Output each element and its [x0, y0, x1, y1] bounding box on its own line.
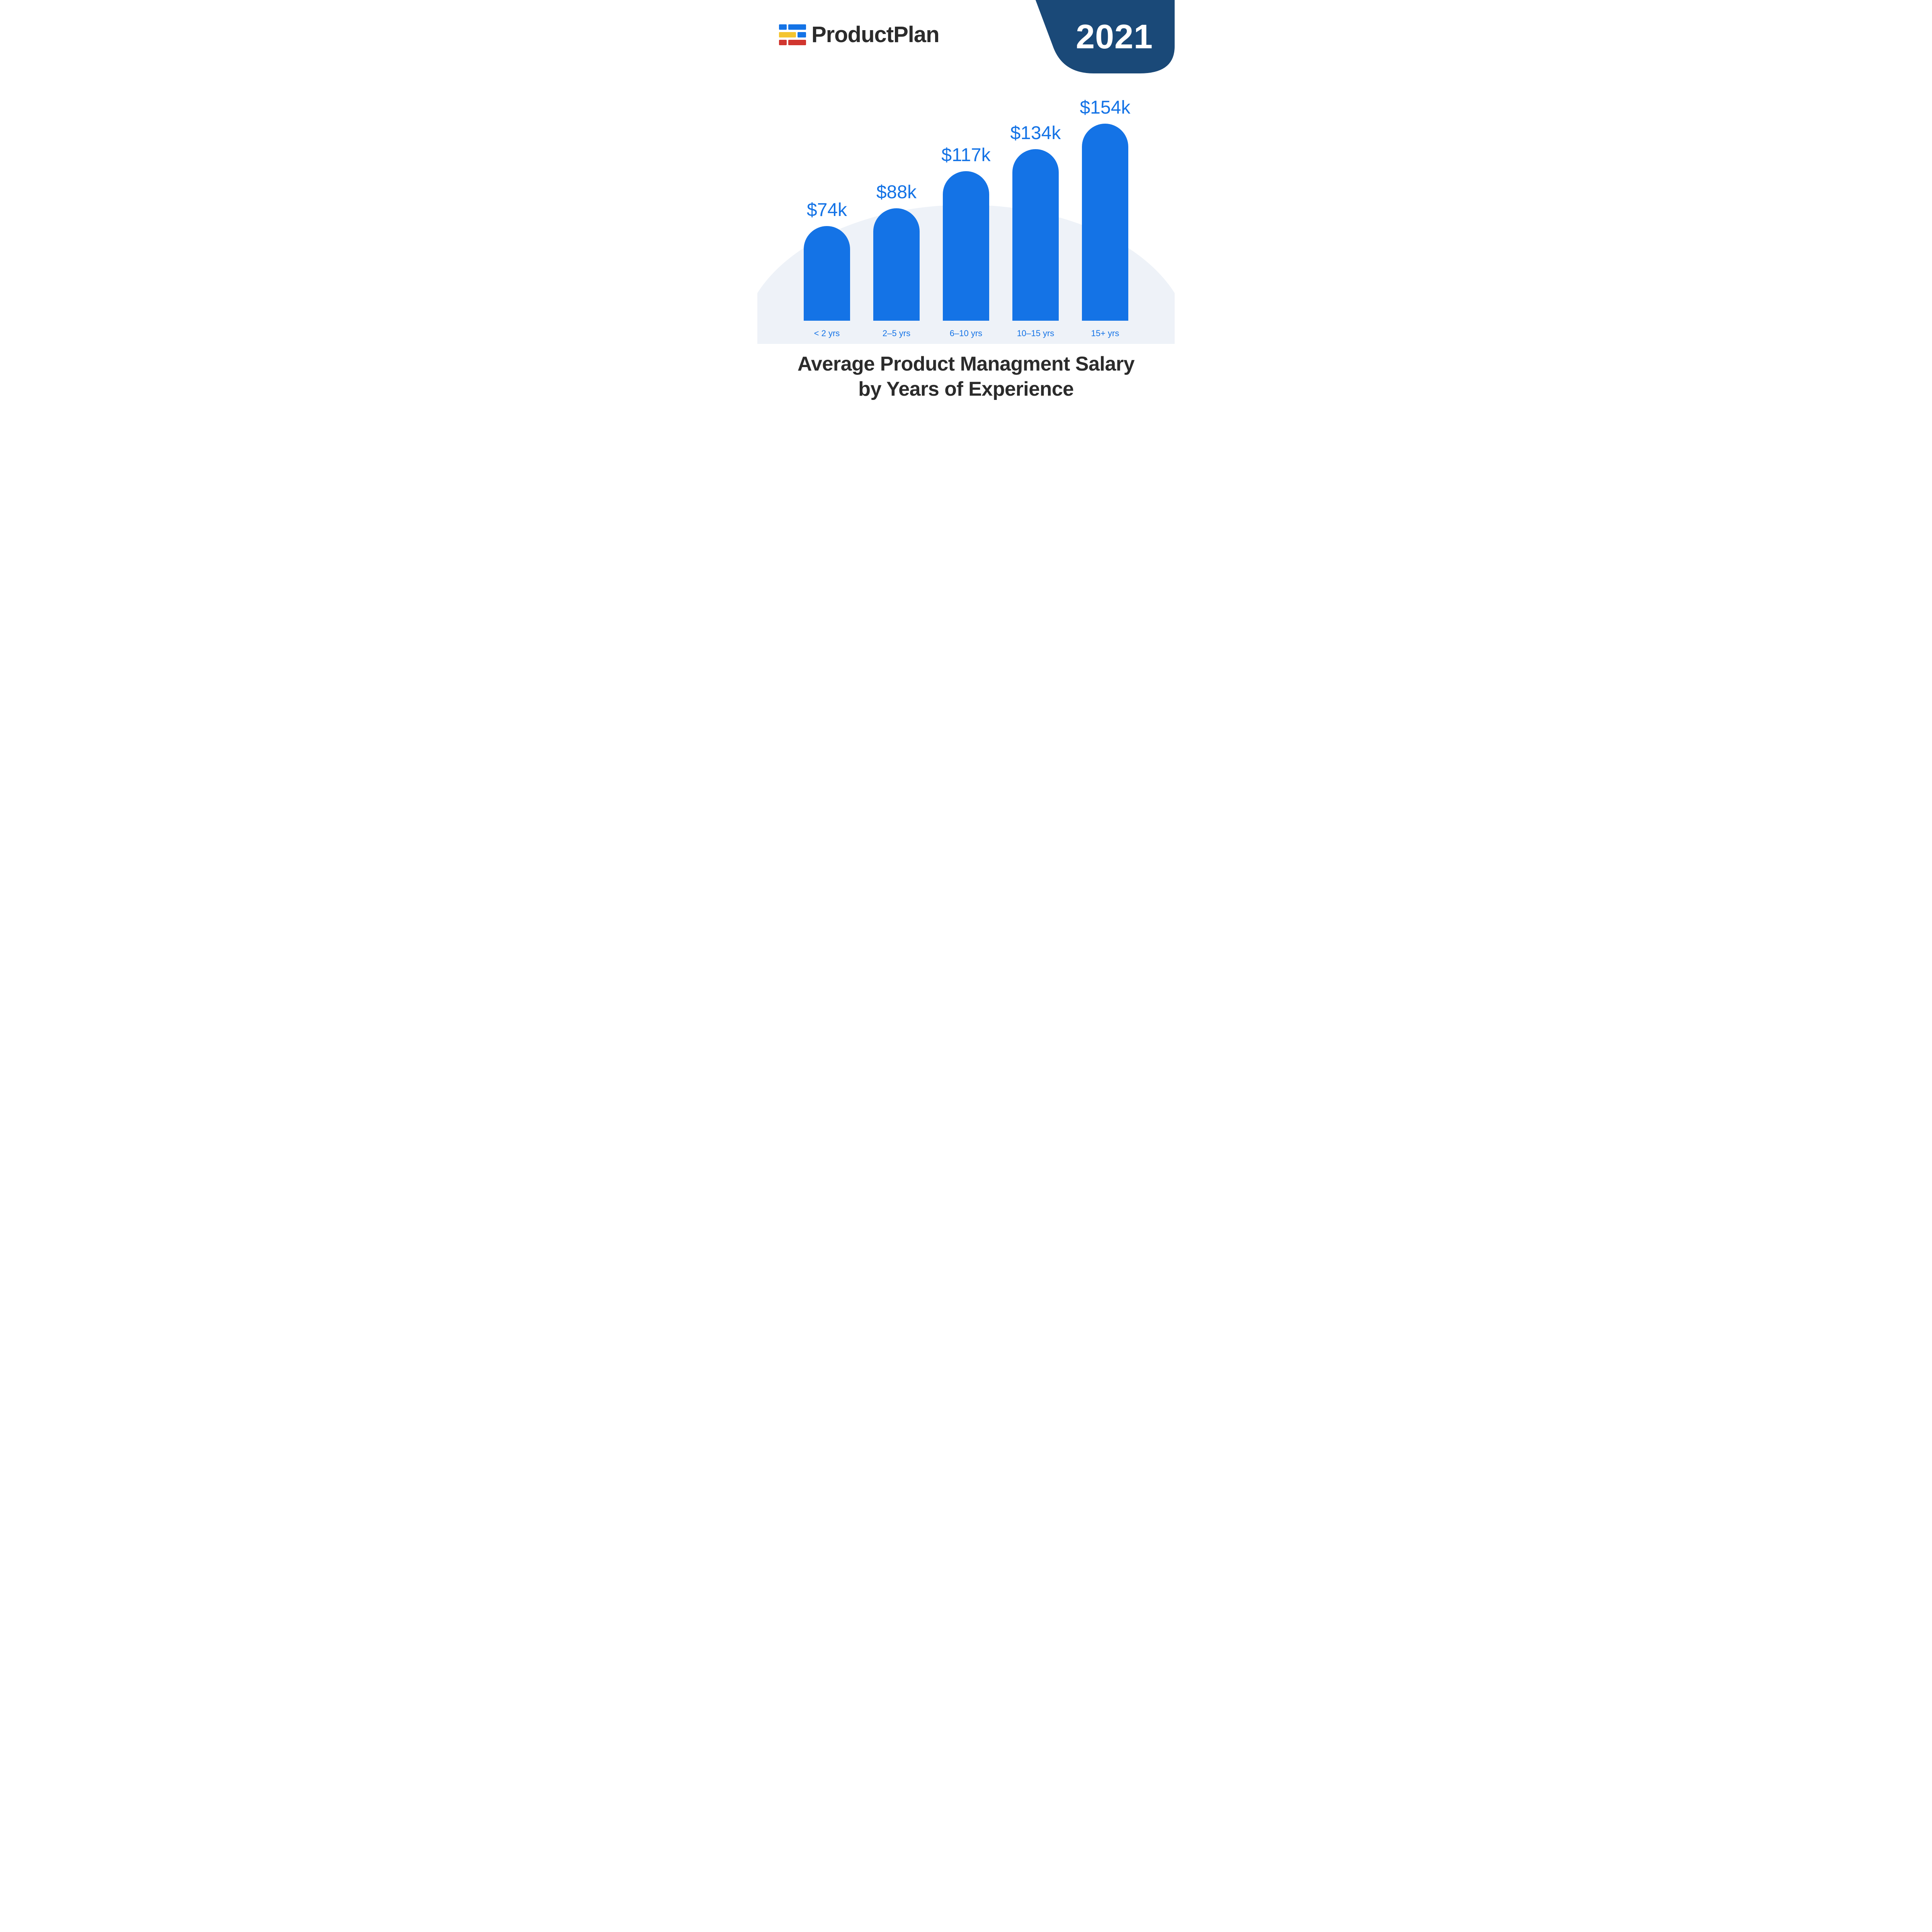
year-text: 2021: [1076, 17, 1153, 56]
bar-col: $88k2–5 yrs: [867, 89, 925, 321]
bar-category-label: 10–15 yrs: [1017, 328, 1054, 338]
bar: [804, 226, 850, 321]
infographic-canvas: ProductPlan 2021 $74k< 2 yrs$88k2–5 yrs$…: [757, 0, 1175, 417]
bar-col: $154k15+ yrs: [1076, 89, 1134, 321]
title-line-1: Average Product Managment Salary: [757, 352, 1175, 377]
bar-col: $117k6–10 yrs: [937, 89, 995, 321]
bar-col: $134k10–15 yrs: [1007, 89, 1065, 321]
brand-logo: ProductPlan: [779, 22, 939, 48]
bar: [873, 208, 920, 321]
bar: [1012, 149, 1059, 321]
bars-container: $74k< 2 yrs$88k2–5 yrs$117k6–10 yrs$134k…: [792, 89, 1140, 321]
chart-title: Average Product Managment Salary by Year…: [757, 352, 1175, 402]
logo-mark-icon: [779, 24, 806, 45]
bar: [943, 171, 989, 321]
salary-bar-chart: $74k< 2 yrs$88k2–5 yrs$117k6–10 yrs$134k…: [757, 89, 1175, 340]
bar-value-label: $134k: [1010, 122, 1061, 144]
bar-value-label: $117k: [941, 145, 990, 166]
bar-value-label: $74k: [807, 199, 847, 221]
bar-category-label: 15+ yrs: [1091, 328, 1119, 338]
title-line-2: by Years of Experience: [757, 377, 1175, 402]
bar-category-label: < 2 yrs: [814, 328, 840, 338]
year-badge: 2021: [1012, 0, 1175, 73]
bar-category-label: 6–10 yrs: [950, 328, 982, 338]
bar-col: $74k< 2 yrs: [798, 89, 856, 321]
bar: [1082, 124, 1128, 321]
bar-value-label: $154k: [1080, 97, 1131, 118]
logo-text: ProductPlan: [811, 22, 939, 48]
bar-category-label: 2–5 yrs: [883, 328, 910, 338]
bar-value-label: $88k: [876, 182, 917, 203]
